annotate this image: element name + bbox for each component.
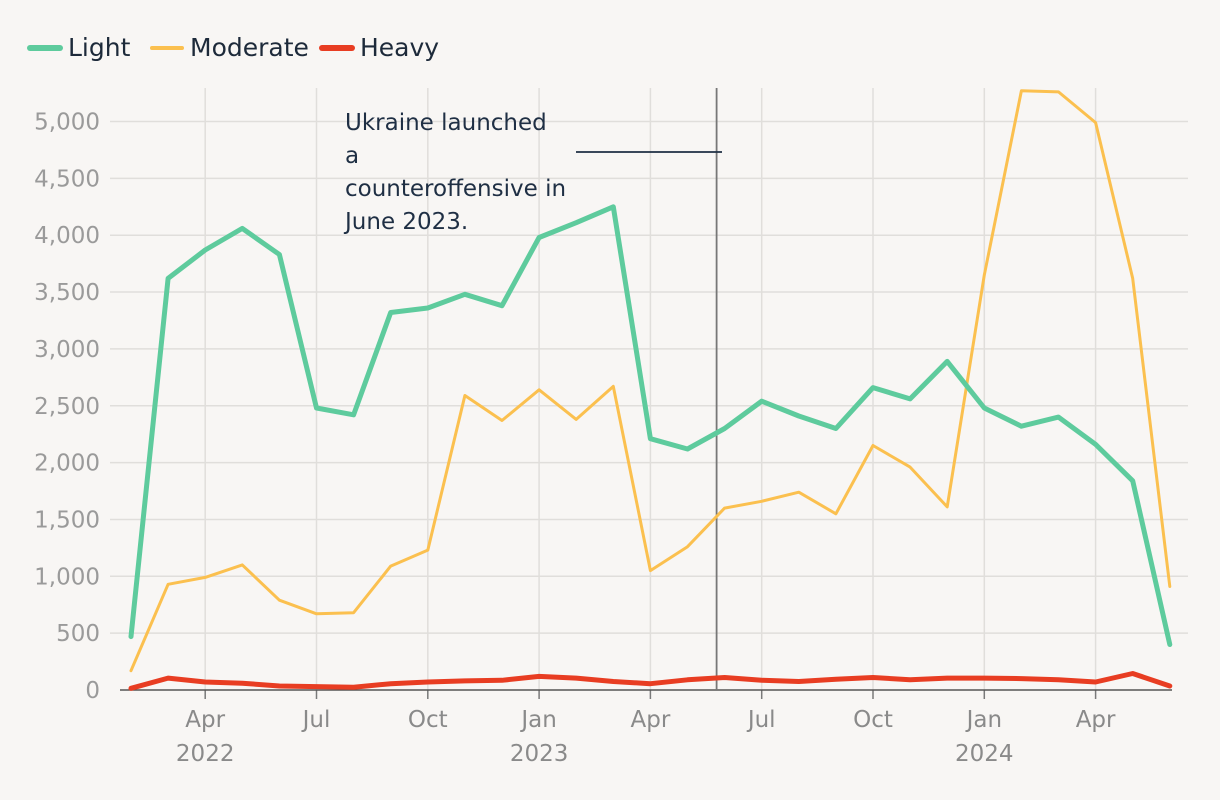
x-tick-label: Apr <box>1076 707 1116 733</box>
y-tick-label: 500 <box>56 621 100 647</box>
x-axis: Apr 2022 Jul Oct Jan 2023 Apr Jul Oct Jan 2024 Apr <box>120 689 1172 767</box>
y-tick-label: 4,500 <box>34 166 100 192</box>
y-tick-label: 3,000 <box>34 337 100 363</box>
series-lines <box>128 89 1173 691</box>
annotation-text-line: a <box>345 143 359 169</box>
gridlines <box>110 88 1188 690</box>
legend-label-moderate: Moderate <box>190 33 309 62</box>
x-tick-year-label: 2023 <box>510 741 569 767</box>
y-tick-label: 1,500 <box>34 507 100 533</box>
y-tick-label: 2,000 <box>34 451 100 477</box>
y-tick-label: 3,500 <box>34 280 100 306</box>
x-tick-label: Apr <box>631 707 671 733</box>
legend-label-light: Light <box>68 33 131 62</box>
x-tick-label: Jan <box>965 707 1002 733</box>
y-axis: 0 500 1,000 1,500 2,000 2,500 3,000 3,500 4,000 4… <box>34 110 100 705</box>
x-tick-label: Oct <box>408 707 448 733</box>
legend-label-heavy: Heavy <box>360 33 439 62</box>
y-tick-label: 4,000 <box>34 223 100 249</box>
x-tick-label: Jul <box>746 707 776 733</box>
x-tick-year-label: 2024 <box>955 741 1014 767</box>
x-tick-label: Jul <box>301 707 331 733</box>
x-tick-year-label: 2022 <box>176 741 235 767</box>
annotation-group: Ukraine launched a counteroffensive in June… <box>343 88 722 690</box>
annotation-text-line: counteroffensive in <box>345 176 566 202</box>
annotation-text-line: June 2023. <box>343 209 468 235</box>
series-line-heavy <box>128 671 1173 691</box>
x-tick-label: Oct <box>853 707 893 733</box>
series-line-light <box>128 204 1173 647</box>
x-tick-label: Jan <box>519 707 556 733</box>
y-tick-label: 0 <box>85 678 100 704</box>
y-tick-label: 5,000 <box>34 110 100 136</box>
y-tick-label: 2,500 <box>34 394 100 420</box>
y-tick-label: 1,000 <box>34 564 100 590</box>
series-line-moderate <box>129 89 1172 673</box>
annotation-text-line: Ukraine launched <box>345 110 547 136</box>
legend: Light Moderate Heavy <box>27 33 439 62</box>
x-tick-label: Apr <box>185 707 225 733</box>
